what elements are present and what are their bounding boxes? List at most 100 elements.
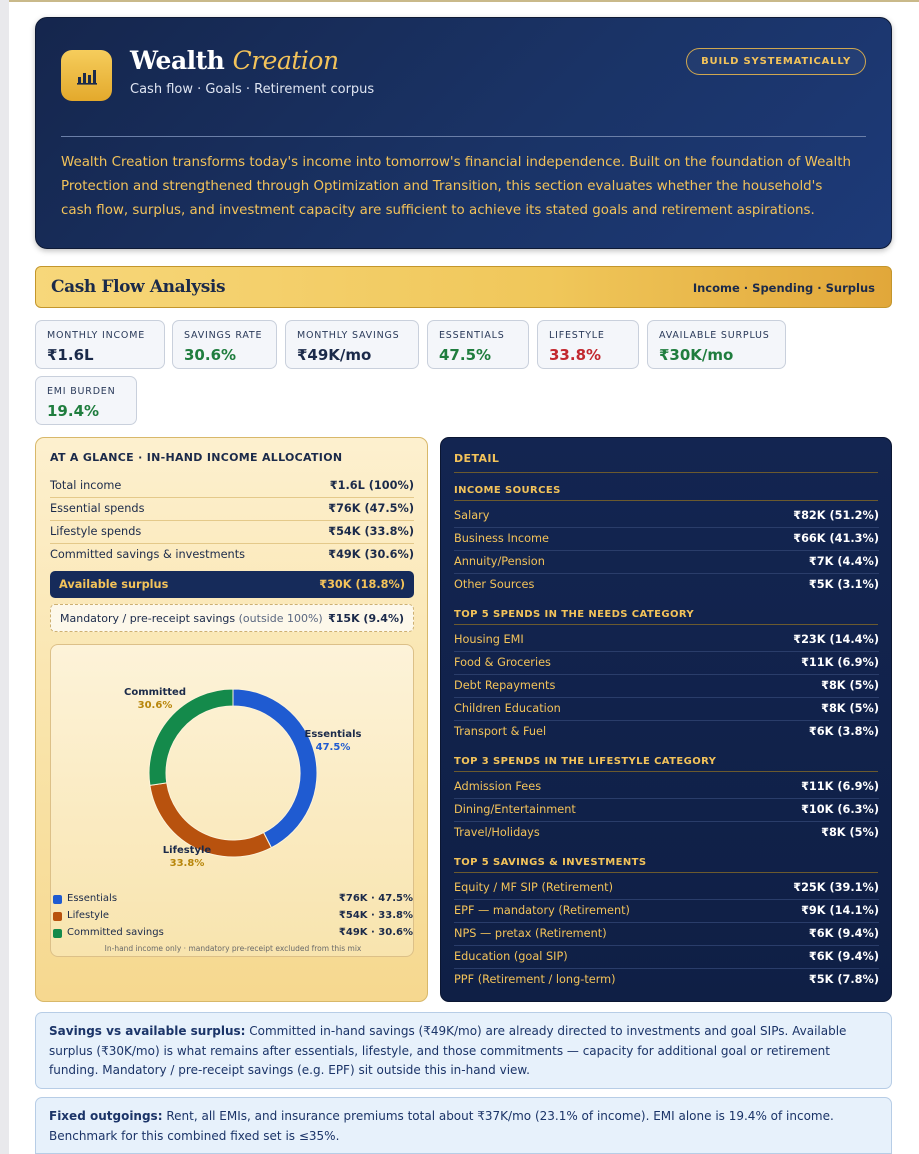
detail-value: ₹11K (6.9%) bbox=[801, 780, 879, 793]
slice-label-essentials: Essentials bbox=[305, 729, 362, 740]
mandatory-savings-value: ₹15K (9.4%) bbox=[328, 612, 404, 625]
detail-label: Salary bbox=[454, 509, 490, 522]
legend-row-committed-savings: Committed savings ₹49K · 30.6% bbox=[53, 926, 413, 942]
note-text: Rent, all EMIs, and insurance premiums t… bbox=[49, 1109, 834, 1143]
detail-label: Annuity/Pension bbox=[454, 555, 545, 568]
detail-row-ppf: PPF (Retirement / long-term) ₹5K (7.8%) bbox=[454, 969, 879, 992]
build-systematically-badge: BUILD SYSTEMATICALLY bbox=[686, 48, 866, 75]
legend-swatch bbox=[53, 895, 62, 904]
detail-row-nps: NPS — pretax (Retirement) ₹6K (9.4%) bbox=[454, 923, 879, 946]
detail-row-housing-emi: Housing EMI ₹23K (14.4%) bbox=[454, 629, 879, 652]
kpi-value: ₹30K/mo bbox=[659, 346, 734, 364]
detail-label: Housing EMI bbox=[454, 633, 524, 646]
kpi-monthly-income: MONTHLY INCOME ₹1.6L bbox=[35, 320, 165, 369]
detail-label: Travel/Holidays bbox=[454, 826, 540, 839]
detail-row-business-income: Business Income ₹66K (41.3%) bbox=[454, 528, 879, 551]
detail-row-equity-mf-sip: Equity / MF SIP (Retirement) ₹25K (39.1%… bbox=[454, 877, 879, 900]
detail-label: Education (goal SIP) bbox=[454, 950, 568, 963]
kpi-label: MONTHLY INCOME bbox=[47, 330, 145, 341]
detail-label: Transport & Fuel bbox=[454, 725, 547, 738]
kpi-available-surplus: AVAILABLE SURPLUS ₹30K/mo bbox=[647, 320, 786, 369]
available-surplus-value: ₹30K (18.8%) bbox=[319, 578, 405, 591]
detail-label: Other Sources bbox=[454, 578, 535, 591]
detail-value: ₹6K (3.8%) bbox=[808, 725, 879, 738]
detail-row-transport-fuel: Transport & Fuel ₹6K (3.8%) bbox=[454, 721, 879, 744]
legend-name: Lifestyle bbox=[67, 910, 110, 921]
allocation-label: Total income bbox=[50, 479, 122, 492]
fixed-outgoings-note: Fixed outgoings: Rent, all EMIs, and ins… bbox=[35, 1097, 892, 1154]
cash-flow-title: Cash Flow Analysis bbox=[51, 277, 226, 297]
detail-row-education-goal-sip: Education (goal SIP) ₹6K (9.4%) bbox=[454, 946, 879, 969]
available-surplus-row: Available surplus ₹30K (18.8%) bbox=[50, 571, 414, 598]
kpi-value: ₹49K/mo bbox=[297, 346, 372, 364]
legend-row-lifestyle: Lifestyle ₹54K · 33.8% bbox=[53, 909, 413, 925]
kpi-emi-burden: EMI BURDEN 19.4% bbox=[35, 376, 137, 425]
slice-label-committed: Committed bbox=[124, 687, 186, 698]
detail-row-debt-repayments: Debt Repayments ₹8K (5%) bbox=[454, 675, 879, 698]
hero-divider bbox=[61, 136, 866, 137]
allocation-row-committed-savings: Committed savings & investments ₹49K (30… bbox=[50, 544, 414, 567]
kpi-label: SAVINGS RATE bbox=[184, 330, 263, 341]
detail-row-epf: EPF — mandatory (Retirement) ₹9K (14.1%) bbox=[454, 900, 879, 923]
detail-row-food-groceries: Food & Groceries ₹11K (6.9%) bbox=[454, 652, 879, 675]
detail-label: Children Education bbox=[454, 702, 561, 715]
allocation-row-essential-spends: Essential spends ₹76K (47.5%) bbox=[50, 498, 414, 521]
detail-value: ₹6K (9.4%) bbox=[808, 927, 879, 940]
kpi-label: LIFESTYLE bbox=[549, 330, 605, 341]
detail-value: ₹66K (41.3%) bbox=[793, 532, 879, 545]
allocation-donut-chart: Essentials 47.5% Lifestyle 33.8% Committed 30… bbox=[50, 644, 414, 957]
detail-label: Debt Repayments bbox=[454, 679, 556, 692]
kpi-value: 19.4% bbox=[47, 402, 100, 420]
kpi-label: AVAILABLE SURPLUS bbox=[659, 330, 770, 341]
donut-footnote: In-hand income only · mandatory pre-rece… bbox=[104, 944, 362, 953]
bar-chart-icon bbox=[61, 50, 112, 101]
legend-value: ₹54K · 33.8% bbox=[338, 910, 413, 921]
detail-label: PPF (Retirement / long-term) bbox=[454, 973, 616, 986]
detail-value: ₹6K (9.4%) bbox=[808, 950, 879, 963]
kpi-monthly-savings: MONTHLY SAVINGS ₹49K/mo bbox=[285, 320, 419, 369]
note-text: Committed in-hand savings (₹49K/mo) are … bbox=[49, 1024, 847, 1077]
allocation-row-lifestyle-spends: Lifestyle spends ₹54K (33.8%) bbox=[50, 521, 414, 544]
cash-flow-header: Cash Flow Analysis Income · Spending · S… bbox=[35, 266, 892, 308]
section-divider bbox=[454, 872, 878, 873]
mandatory-savings-label: Mandatory / pre-receipt savings (outside… bbox=[60, 612, 323, 625]
mandatory-savings-note: (outside 100%) bbox=[238, 612, 323, 625]
detail-value: ₹23K (14.4%) bbox=[793, 633, 879, 646]
section-title-income-sources: INCOME SOURCES bbox=[454, 485, 561, 496]
wealth-creation-hero: Wealth Creation Cash flow · Goals · Reti… bbox=[35, 17, 892, 249]
detail-panel: DETAIL INCOME SOURCES Salary ₹82K (51.2%… bbox=[440, 437, 892, 1002]
detail-value: ₹8K (5%) bbox=[821, 826, 879, 839]
allocation-value: ₹1.6L (100%) bbox=[329, 479, 414, 492]
page-top-border bbox=[0, 0, 919, 2]
legend-row-essentials: Essentials ₹76K · 47.5% bbox=[53, 892, 413, 908]
kpi-savings-rate: SAVINGS RATE 30.6% bbox=[172, 320, 277, 369]
cash-flow-tags: Income · Spending · Surplus bbox=[692, 281, 875, 295]
detail-value: ₹82K (51.2%) bbox=[793, 509, 879, 522]
allocation-value: ₹76K (47.5%) bbox=[328, 502, 414, 515]
kpi-essentials: ESSENTIALS 47.5% bbox=[427, 320, 529, 369]
detail-label: Equity / MF SIP (Retirement) bbox=[454, 881, 614, 894]
allocation-row-total-income: Total income ₹1.6L (100%) bbox=[50, 475, 414, 498]
detail-value: ₹11K (6.9%) bbox=[801, 656, 879, 669]
legend-swatch bbox=[53, 912, 62, 921]
allocation-value: ₹54K (33.8%) bbox=[328, 525, 414, 538]
detail-row-salary: Salary ₹82K (51.2%) bbox=[454, 505, 879, 528]
mandatory-savings-text: Mandatory / pre-receipt savings bbox=[60, 612, 236, 625]
allocation-label: Committed savings & investments bbox=[50, 548, 246, 561]
detail-value: ₹9K (14.1%) bbox=[801, 904, 879, 917]
section-title-lifestyle: TOP 3 SPENDS IN THE LIFESTYLE CATEGORY bbox=[454, 756, 717, 767]
detail-divider bbox=[454, 472, 878, 473]
detail-value: ₹7K (4.4%) bbox=[808, 555, 879, 568]
donut-slice-essentials bbox=[232, 688, 318, 849]
detail-value: ₹8K (5%) bbox=[821, 702, 879, 715]
detail-label: Dining/Entertainment bbox=[454, 803, 576, 816]
legend-name: Essentials bbox=[67, 893, 118, 904]
page-title-main: Wealth bbox=[130, 46, 225, 75]
legend-name: Committed savings bbox=[67, 927, 164, 938]
available-surplus-label: Available surplus bbox=[59, 578, 169, 591]
at-a-glance-title: AT A GLANCE · IN-HAND INCOME ALLOCATION bbox=[50, 451, 343, 464]
legend-value: ₹76K · 47.5% bbox=[338, 893, 413, 904]
section-divider bbox=[454, 500, 878, 501]
detail-value: ₹5K (3.1%) bbox=[808, 578, 879, 591]
allocation-value: ₹49K (30.6%) bbox=[328, 548, 414, 561]
